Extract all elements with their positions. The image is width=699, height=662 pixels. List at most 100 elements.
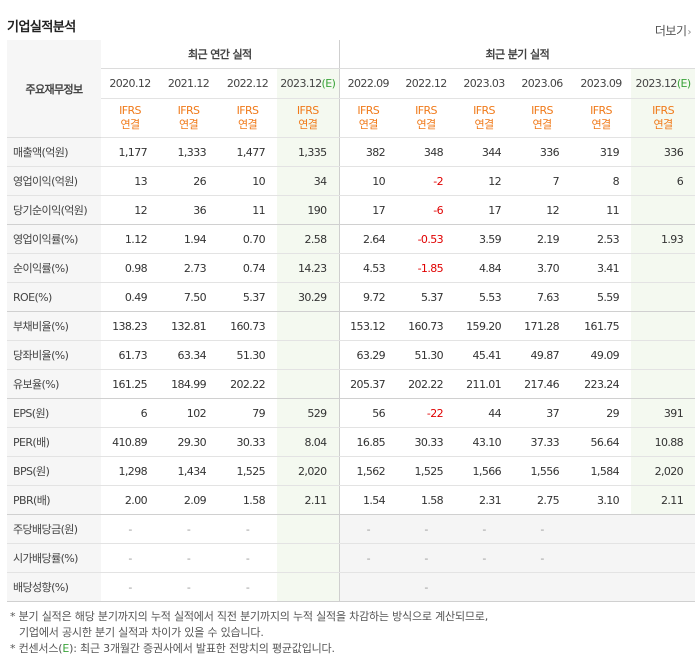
table-row: 부채비율(%) 138.23 132.81 160.73 153.12 160.73 159… (7, 311, 696, 341)
table-cell (631, 282, 696, 312)
row-label: 시가배당률(%) (7, 543, 101, 573)
row-label: 부채비율(%) (7, 311, 101, 341)
table-cell: 36 (159, 195, 218, 225)
table-cell: 2,020 (277, 456, 340, 486)
table-cell: 160.73 (218, 311, 277, 341)
table-cell (631, 311, 696, 341)
table-cell: 382 (338, 137, 398, 167)
table-cell: 51.30 (218, 340, 277, 370)
table-cell: 160.73 (397, 311, 456, 341)
table-cell: 184.99 (159, 369, 218, 399)
table-cell: 1,584 (571, 456, 632, 486)
table-cell: - (338, 543, 398, 573)
table-row: 매출액(억원) 1,177 1,333 1,477 1,335 382 348 344 336 3… (7, 137, 696, 167)
row-label: 주당배당금(원) (7, 514, 101, 544)
table-cell: 12 (513, 195, 572, 225)
table-cell: - (397, 572, 456, 602)
table-cell (455, 572, 514, 602)
table-cell: 1.54 (338, 485, 398, 515)
table-cell: 1,298 (101, 456, 159, 486)
table-cell: 0.98 (101, 253, 159, 283)
table-cell (277, 572, 340, 602)
table-cell: 12 (101, 195, 159, 225)
period-header: 2020.12 (101, 68, 159, 99)
table-cell: - (513, 543, 572, 573)
table-row: 배당성향(%) - - - - (7, 572, 696, 602)
footnote-3: * 컨센서스(E): 최근 3개월간 증권사에서 발표한 전망치의 평균값입니다… (10, 642, 335, 655)
table-cell: 0.74 (218, 253, 277, 283)
table-cell: 3.70 (513, 253, 572, 283)
table-cell (277, 369, 340, 399)
table-cell: 202.22 (218, 369, 277, 399)
table-cell: 44 (455, 398, 514, 428)
table-cell: 51.30 (397, 340, 456, 370)
table-cell: 13 (101, 166, 159, 196)
table-cell: 1,525 (218, 456, 277, 486)
table-cell: 2.11 (277, 485, 340, 515)
table-cell: 1.58 (397, 485, 456, 515)
table-cell (571, 514, 632, 544)
table-cell: 171.28 (513, 311, 572, 341)
table-cell: -0.53 (397, 224, 456, 254)
table-cell: 3.41 (571, 253, 632, 283)
table-cell: 5.37 (397, 282, 456, 312)
footnote-2: 기업에서 공시한 분기 실적과 차이가 있을 수 있습니다. (19, 626, 264, 639)
table-cell: - (218, 543, 277, 573)
ifrs-header: IFRS 연결 (218, 98, 277, 138)
table-cell: 2.09 (159, 485, 218, 515)
table-row: BPS(원) 1,298 1,434 1,525 2,020 1,562 1,525 1,56… (7, 456, 696, 486)
financial-table: 주요재무정보 최근 연간 실적 최근 분기 실적 2020.12 2021.12 2… (7, 40, 696, 602)
table-cell: 10 (338, 166, 398, 196)
table-cell: 2.19 (513, 224, 572, 254)
table-row: 시가배당률(%) - - - - - - - (7, 543, 696, 573)
table-cell: -2 (397, 166, 456, 196)
table-cell: 161.25 (101, 369, 159, 399)
table-cell: 348 (397, 137, 456, 167)
table-row: ROE(%) 0.49 7.50 5.37 30.29 9.72 5.37 5.53 7.63 5… (7, 282, 696, 312)
table-cell: 2.53 (571, 224, 632, 254)
table-row: 영업이익률(%) 1.12 1.94 0.70 2.58 2.64 -0.53 3.59 2.1… (7, 224, 696, 254)
row-label: 배당성향(%) (7, 572, 101, 602)
table-cell: 6 (631, 166, 696, 196)
table-cell: 4.53 (338, 253, 398, 283)
table-cell: 1,562 (338, 456, 398, 486)
row-label: PER(배) (7, 427, 101, 457)
table-cell: 2.75 (513, 485, 572, 515)
table-cell: 2,020 (631, 456, 696, 486)
table-cell: 16.85 (338, 427, 398, 457)
table-cell: 3.10 (571, 485, 632, 515)
table-cell: 336 (631, 137, 696, 167)
table-cell (571, 543, 632, 573)
table-cell: 56.64 (571, 427, 632, 457)
table-cell: - (159, 514, 218, 544)
table-cell (277, 514, 340, 544)
chevron-right-icon: › (687, 27, 692, 38)
table-cell: 217.46 (513, 369, 572, 399)
table-cell: 1,434 (159, 456, 218, 486)
table-cell: 223.24 (571, 369, 632, 399)
table-cell: 2.00 (101, 485, 159, 515)
table-cell: 1.58 (218, 485, 277, 515)
period-header: 2023.09 (571, 68, 632, 99)
table-cell (277, 340, 340, 370)
table-cell: 17 (455, 195, 514, 225)
table-cell: 7.50 (159, 282, 218, 312)
table-cell: 4.84 (455, 253, 514, 283)
ifrs-header: IFRS 연결 (277, 98, 340, 138)
more-link[interactable]: 더보기› (655, 22, 692, 39)
period-header: 2022.12 (397, 68, 456, 99)
table-cell: 2.73 (159, 253, 218, 283)
table-cell: 49.09 (571, 340, 632, 370)
table-cell: 10.88 (631, 427, 696, 457)
ifrs-header: IFRS 연결 (101, 98, 159, 138)
table-cell: 1,335 (277, 137, 340, 167)
table-cell: 7.63 (513, 282, 572, 312)
table-cell: 14.23 (277, 253, 340, 283)
row-label: 당좌비율(%) (7, 340, 101, 370)
table-cell: 529 (277, 398, 340, 428)
table-cell (338, 572, 398, 602)
table-cell: 1,556 (513, 456, 572, 486)
period-header: 2021.12 (159, 68, 218, 99)
table-cell: - (218, 514, 277, 544)
table-cell: 3.59 (455, 224, 514, 254)
